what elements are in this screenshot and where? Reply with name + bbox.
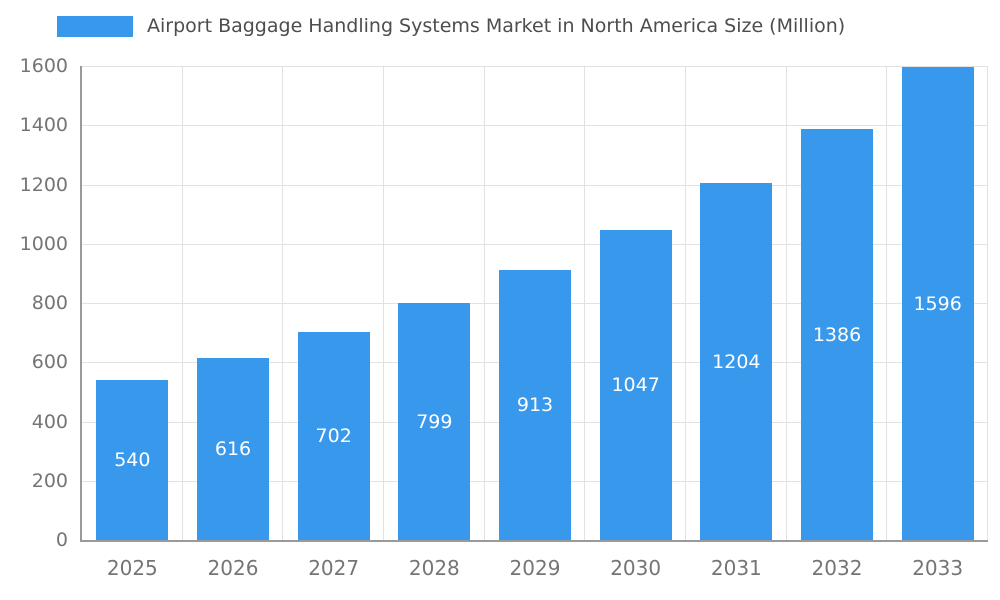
vertical-gridline <box>383 66 384 540</box>
x-axis-tick-label: 2030 <box>610 556 662 580</box>
legend[interactable]: Airport Baggage Handling Systems Market … <box>57 15 845 37</box>
bar-value-label: 616 <box>214 437 252 460</box>
bar-value-label: 1204 <box>712 350 761 373</box>
y-axis-tick-label: 1000 <box>19 232 68 255</box>
x-axis-tick-label: 2033 <box>912 556 964 580</box>
plot-area <box>80 66 988 542</box>
bar-value-label: 540 <box>114 449 151 471</box>
bar-value-label: 1596 <box>913 292 962 315</box>
y-axis-tick-label: 800 <box>31 292 68 314</box>
y-axis-tick-label: 400 <box>31 410 68 433</box>
x-axis-tick-label: 2028 <box>408 556 460 580</box>
legend-swatch-icon[interactable] <box>57 15 133 37</box>
y-axis-tick-label: 1400 <box>19 114 68 137</box>
y-axis-tick-label: 1200 <box>19 173 68 196</box>
bar-value-label: 1047 <box>611 373 660 396</box>
horizontal-gridline <box>82 125 988 127</box>
vertical-gridline <box>181 66 183 540</box>
y-axis-tick-label: 600 <box>31 351 68 374</box>
bar-value-label: 913 <box>516 393 554 416</box>
bar[interactable] <box>197 357 269 540</box>
vertical-gridline <box>483 66 485 540</box>
x-axis-tick-label: 2026 <box>207 556 259 580</box>
horizontal-gridline <box>82 243 988 245</box>
bar[interactable] <box>599 229 672 540</box>
vertical-gridline <box>685 66 686 540</box>
x-axis-tick-label: 2029 <box>509 556 561 580</box>
y-axis-tick-label: 200 <box>31 469 68 492</box>
x-axis-tick-label: 2031 <box>710 556 762 580</box>
x-axis-tick-label: 2032 <box>811 556 863 580</box>
vertical-gridline <box>785 66 787 540</box>
bar[interactable] <box>700 183 773 540</box>
bar[interactable] <box>901 67 974 540</box>
y-axis-tick-label: 0 <box>55 529 68 551</box>
bar[interactable] <box>96 380 169 540</box>
bar-value-label: 799 <box>416 410 453 433</box>
bar[interactable] <box>398 303 471 540</box>
x-axis-tick-label: 2025 <box>106 556 158 580</box>
bar-value-label: 1386 <box>812 323 862 346</box>
bar[interactable] <box>499 269 571 540</box>
vertical-gridline <box>584 66 586 540</box>
horizontal-gridline <box>82 184 988 186</box>
bar[interactable] <box>297 332 370 540</box>
bar[interactable] <box>801 129 873 540</box>
x-axis-tick-label: 2027 <box>308 556 360 580</box>
bar-value-label: 702 <box>315 425 352 448</box>
horizontal-gridline <box>82 66 988 67</box>
vertical-gridline <box>987 66 988 540</box>
y-axis-tick-label: 1600 <box>19 55 68 77</box>
vertical-gridline <box>282 66 284 540</box>
chart-title: Airport Baggage Handling Systems Market … <box>147 15 846 37</box>
vertical-gridline <box>886 66 888 540</box>
